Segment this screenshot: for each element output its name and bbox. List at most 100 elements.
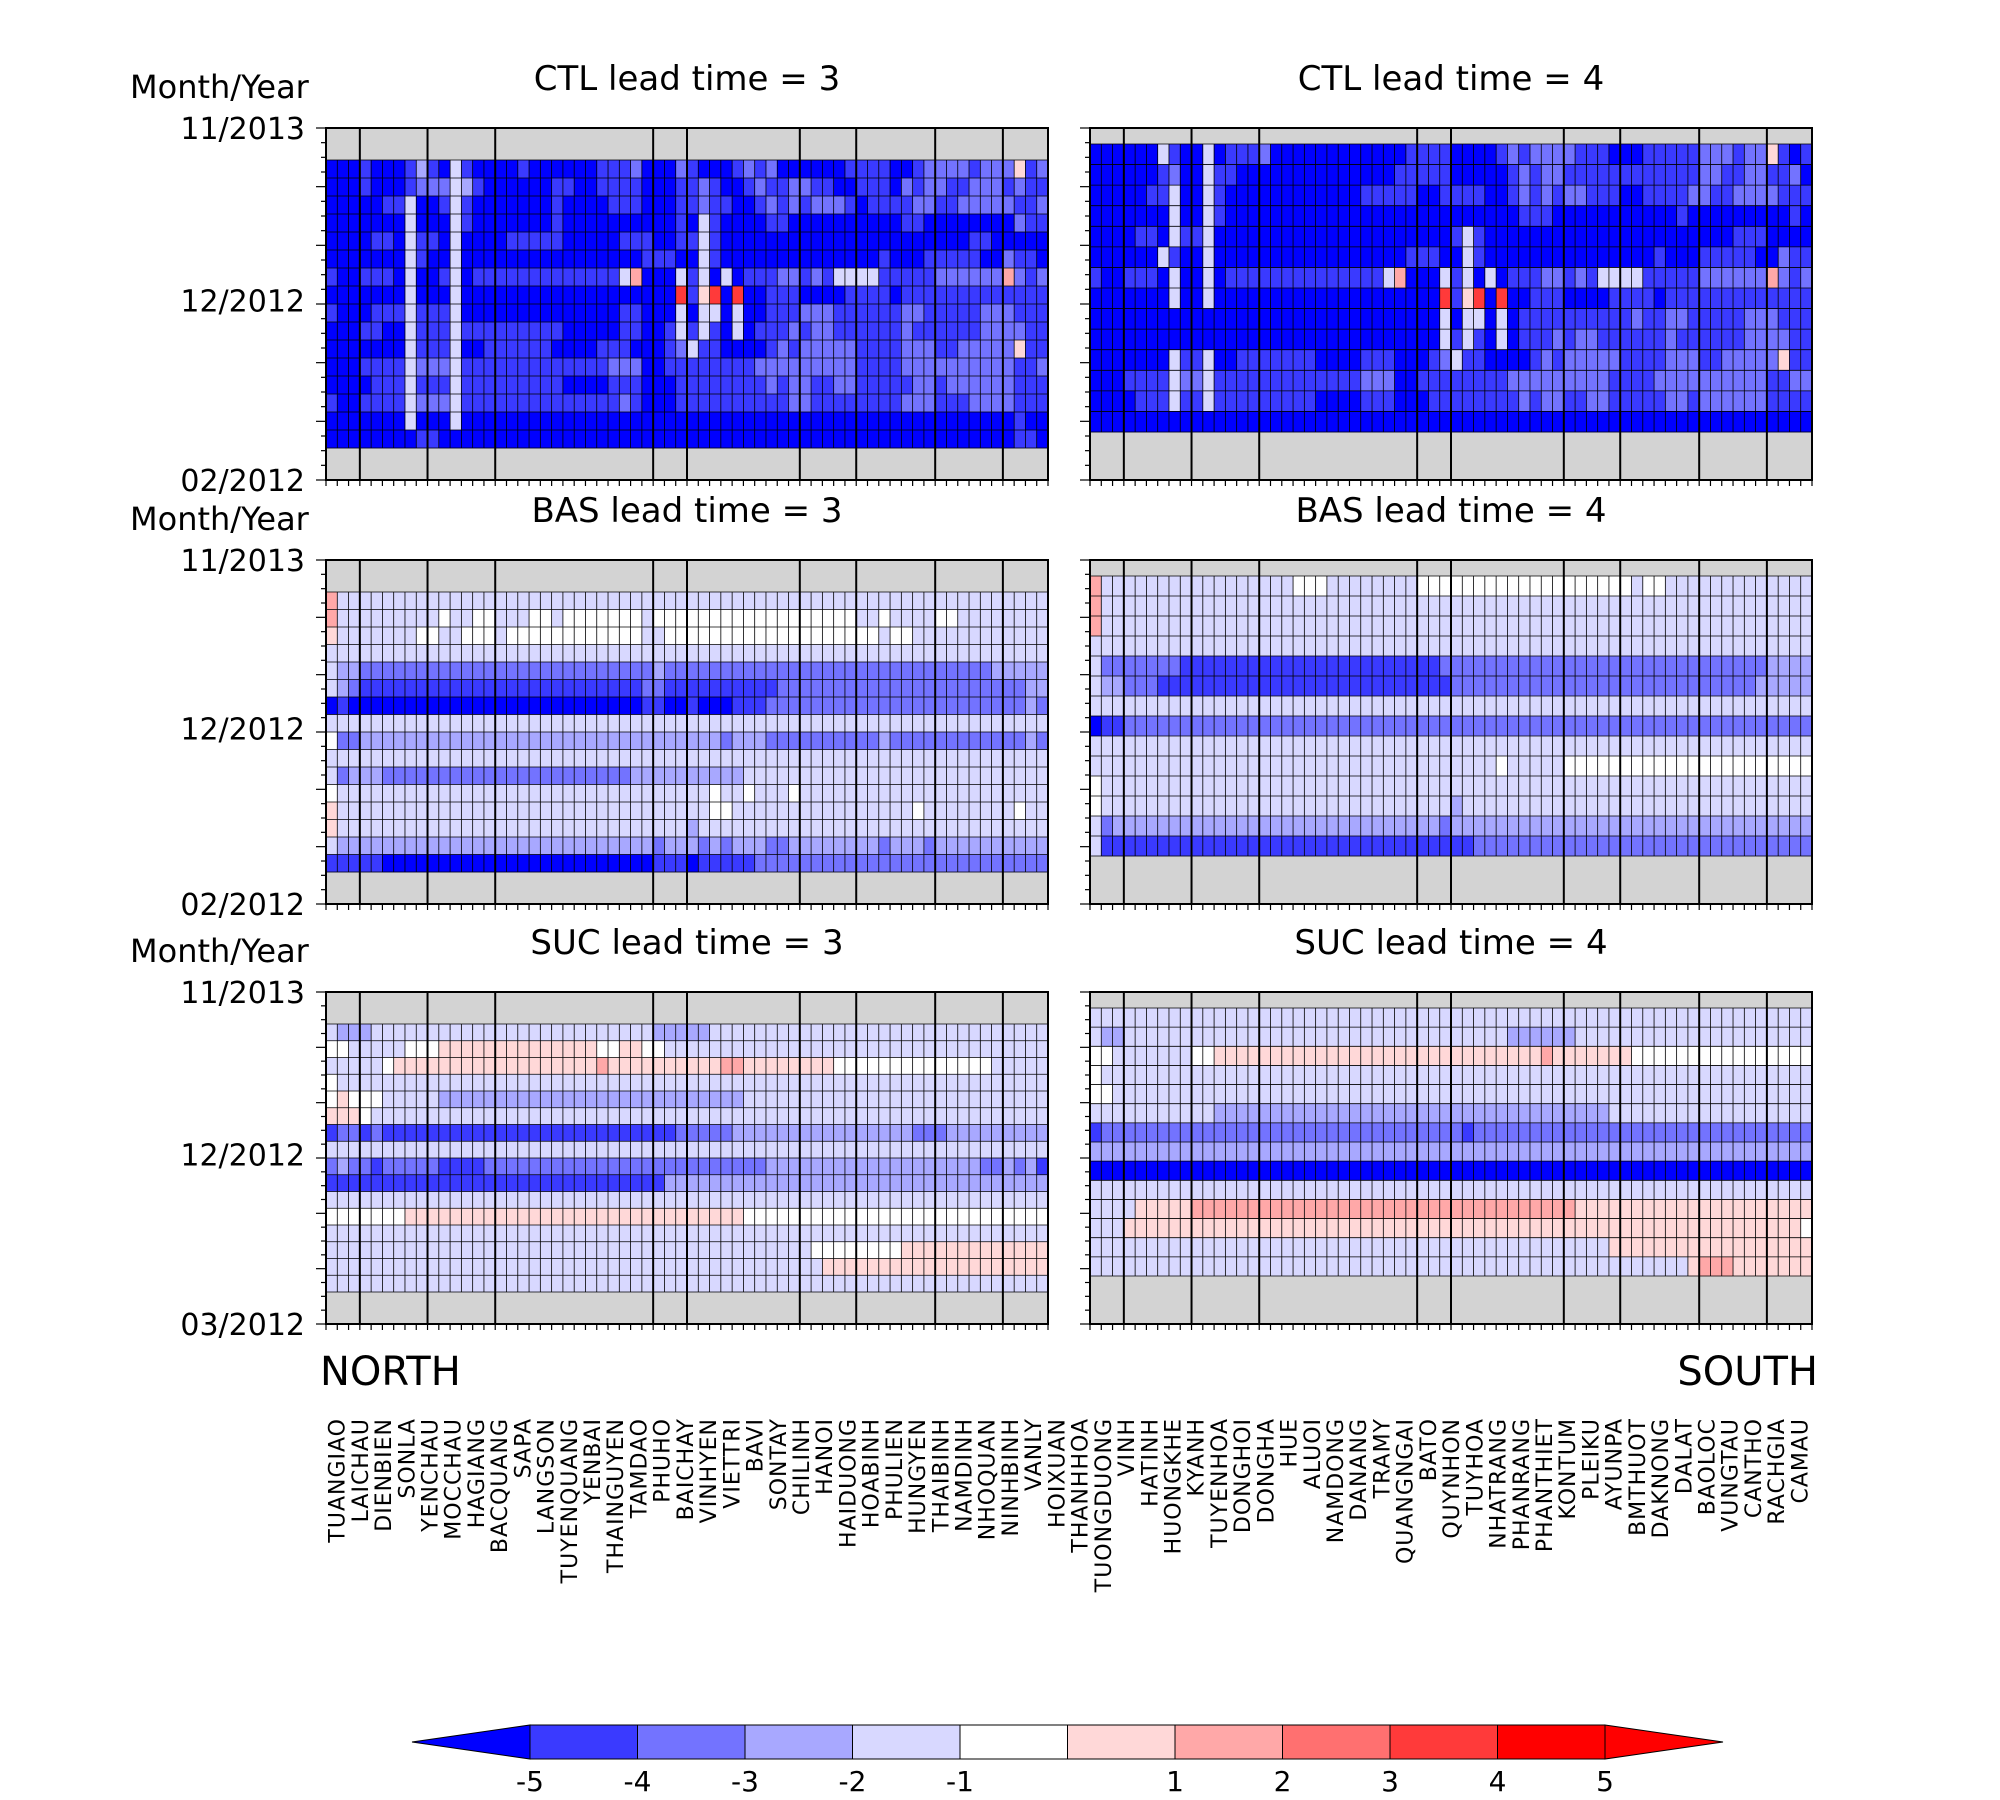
heat-cell — [641, 609, 654, 628]
heat-cell — [788, 697, 801, 715]
heat-cell — [1417, 616, 1429, 637]
heat-cell — [596, 286, 609, 305]
heat-cell — [1575, 370, 1587, 392]
heat-cell — [348, 1091, 361, 1109]
heat-cell — [1225, 616, 1237, 637]
heat-cell — [833, 592, 846, 610]
heat-cell — [1394, 267, 1407, 289]
heat-cell — [641, 430, 654, 449]
heat-cell — [1191, 329, 1204, 351]
heat-cell — [1800, 370, 1813, 392]
heat-cell — [1191, 796, 1204, 817]
heat-cell — [1202, 411, 1215, 433]
heat-cell — [1191, 205, 1204, 227]
heat-cell — [811, 784, 823, 803]
heat-cell — [483, 714, 496, 733]
heat-cell — [1552, 776, 1565, 797]
heat-cell — [506, 662, 519, 680]
heat-cell — [608, 819, 620, 838]
heat-cell — [630, 609, 643, 628]
heat-cell — [754, 784, 767, 803]
heat-cell — [867, 644, 880, 663]
heat-cell — [935, 767, 947, 785]
heat-cell — [574, 1124, 586, 1142]
heat-cell — [1349, 716, 1362, 737]
heat-cell — [1090, 185, 1102, 207]
heat-cell — [1360, 596, 1373, 617]
heat-cell — [551, 802, 564, 820]
heat-cell — [641, 644, 654, 663]
heat-cell — [1202, 756, 1215, 777]
heat-cell — [540, 627, 552, 645]
heat-cell — [472, 662, 485, 680]
heat-cell — [1036, 358, 1049, 377]
heat-cell — [427, 592, 440, 610]
heat-cell — [1281, 267, 1294, 289]
heat-cell — [754, 286, 767, 305]
heat-cell — [608, 732, 620, 750]
heat-cell — [1755, 756, 1768, 777]
heat-cell — [540, 1107, 552, 1125]
heat-cell — [777, 196, 789, 215]
heat-cell — [1112, 596, 1125, 617]
heat-cell — [743, 322, 755, 341]
heat-cell — [359, 592, 372, 610]
heat-cell — [867, 784, 880, 803]
heat-cell — [337, 394, 349, 413]
heat-cell — [923, 714, 936, 733]
heat-cell — [529, 1107, 541, 1125]
heat-cell — [1214, 226, 1226, 248]
heat-cell — [619, 609, 631, 628]
heat-cell — [1036, 322, 1049, 341]
heat-cell — [1665, 676, 1677, 697]
heat-cell — [461, 714, 473, 733]
heat-cell — [901, 749, 913, 768]
heat-cell — [1439, 144, 1452, 165]
heat-cell — [777, 250, 789, 269]
heat-cell — [698, 837, 710, 855]
heat-cell — [574, 304, 586, 323]
heat-cell — [844, 627, 857, 645]
heat-cell — [653, 854, 665, 873]
heat-cell — [1293, 246, 1305, 268]
heat-cell — [777, 1074, 789, 1092]
heat-cell — [856, 340, 868, 359]
heat-cell — [777, 802, 789, 820]
heat-cell — [359, 1124, 372, 1142]
heat-cell — [1800, 205, 1813, 227]
heat-cell — [1518, 226, 1531, 248]
heat-cell — [1462, 716, 1474, 737]
heat-cell — [1036, 679, 1049, 698]
heat-cell — [1202, 836, 1215, 857]
heat-cell — [1552, 185, 1565, 207]
heat-cell — [1462, 329, 1474, 351]
heat-cell — [450, 854, 462, 873]
heat-cell — [833, 304, 846, 323]
heat-cell — [337, 412, 349, 431]
heat-cell — [1281, 616, 1294, 637]
heat-cell — [562, 1057, 575, 1075]
heat-cell — [1293, 716, 1305, 737]
heat-cell — [348, 819, 361, 838]
heat-cell — [1687, 329, 1700, 351]
heat-cell — [1225, 205, 1237, 227]
y-tick-label: 12/2012 — [180, 284, 305, 319]
heat-cell — [833, 430, 846, 449]
heat-cell — [506, 196, 519, 215]
heat-cell — [698, 304, 710, 323]
heat-cell — [687, 1074, 699, 1092]
heat-cell — [1112, 329, 1125, 351]
heat-cell — [698, 214, 710, 233]
heat-cell — [912, 214, 925, 233]
heat-cell — [732, 214, 744, 233]
heat-cell — [1168, 144, 1181, 165]
heat-cell — [483, 304, 496, 323]
heat-cell — [923, 1040, 936, 1058]
heat-cell — [1620, 370, 1632, 392]
heat-cell — [1146, 636, 1158, 657]
heat-cell — [1225, 308, 1237, 330]
heat-cell — [1586, 716, 1598, 737]
heat-cell — [393, 714, 406, 733]
heat-cell — [1349, 796, 1362, 817]
heat-cell — [1293, 205, 1305, 227]
